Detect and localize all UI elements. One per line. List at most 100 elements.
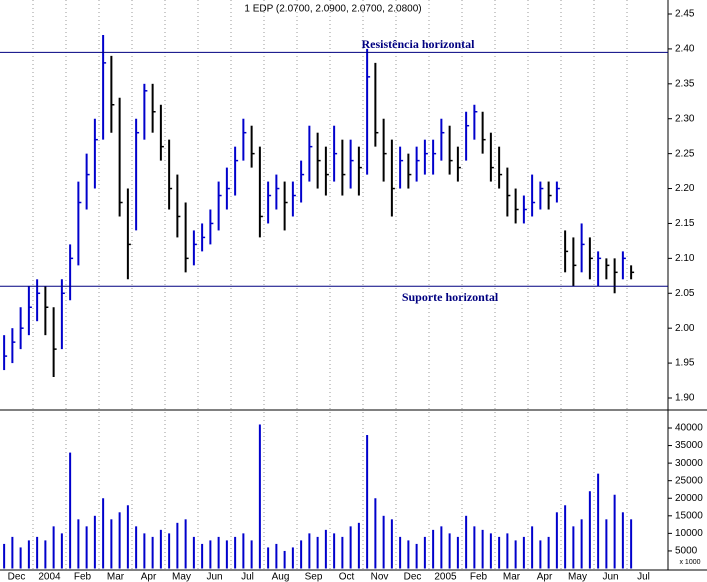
volume-bar	[27, 540, 30, 569]
volume-bar	[102, 498, 105, 569]
x-tick-label: Aug	[272, 572, 290, 582]
x-tick-label: Sep	[305, 572, 323, 582]
volume-bar	[399, 536, 402, 569]
volume-bar	[36, 536, 39, 569]
x-tick-label: Nov	[371, 572, 389, 582]
y-tick-label: 2.15	[675, 218, 695, 229]
volume-bar	[522, 536, 525, 569]
volume-bar	[225, 540, 228, 569]
volume-bar	[374, 498, 377, 569]
volume-bar	[300, 540, 303, 569]
volume-bar	[489, 533, 492, 569]
x-tick-label: Feb	[470, 572, 488, 582]
y-tick-label: 2.10	[675, 253, 695, 264]
volume-bar	[250, 540, 253, 569]
x-tick-label: 2005	[434, 572, 457, 582]
volume-bar	[316, 536, 319, 569]
y2-tick-label: 20000	[675, 493, 703, 504]
volume-bar	[390, 519, 393, 569]
volume-bar	[415, 543, 418, 569]
volume-bar	[539, 540, 542, 569]
y-tick-label: 1.90	[675, 393, 695, 404]
x-tick-label: Jun	[206, 572, 222, 582]
volume-bar	[473, 526, 476, 569]
x-tick-label: 2004	[38, 572, 61, 582]
y-tick-label: 2.45	[675, 9, 695, 20]
x-tick-label: May	[568, 572, 587, 582]
volume-bar	[481, 529, 484, 569]
volume-bar	[366, 435, 369, 569]
volume-bar	[283, 550, 286, 569]
volume-bar	[234, 536, 237, 569]
volume-bar	[258, 424, 261, 569]
x-tick-label: Dec	[404, 572, 422, 582]
y2-tick-label: 25000	[675, 475, 703, 486]
volume-bar	[357, 522, 360, 569]
volume-bar	[407, 540, 410, 569]
volume-bar	[514, 540, 517, 569]
volume-bar	[588, 491, 591, 569]
x-tick-label: Feb	[74, 572, 92, 582]
volume-bar	[52, 526, 55, 569]
volume-bar	[143, 533, 146, 569]
volume-bar	[506, 533, 509, 569]
volume-bar	[333, 533, 336, 569]
volume-bar	[597, 473, 600, 569]
volume-bar	[44, 540, 47, 569]
y-tick-label: 2.30	[675, 113, 695, 124]
y2-tick-label: 40000	[675, 423, 703, 434]
volume-bar	[217, 536, 220, 569]
volume-bar	[110, 519, 113, 569]
y-tick-label: 2.20	[675, 183, 695, 194]
x-tick-label: Jun	[602, 572, 618, 582]
y-tick-label: 2.25	[675, 148, 695, 159]
volume-bar	[275, 543, 278, 569]
volume-bar	[555, 512, 558, 569]
x-tick-label: Apr	[141, 572, 157, 582]
volume-bar	[93, 515, 96, 569]
volume-bar	[605, 519, 608, 569]
volume-bar	[159, 529, 162, 569]
y-tick-label: 2.05	[675, 288, 695, 299]
volume-bar	[184, 519, 187, 569]
volume-bar	[580, 519, 583, 569]
x-tick-label: Mar	[503, 572, 521, 582]
volume-bar	[192, 536, 195, 569]
y2-tick-label: 35000	[675, 440, 703, 451]
volume-bar	[432, 529, 435, 569]
volume-bar	[308, 533, 311, 569]
volume-bar	[267, 547, 270, 569]
volume-bar	[11, 536, 14, 569]
chart-title: 1 EDP (2.0700, 2.0900, 2.0700, 2.0800)	[244, 4, 421, 15]
volume-bar	[60, 533, 63, 569]
volume-bar	[69, 452, 72, 569]
volume-bar	[118, 512, 121, 569]
volume-bar	[423, 536, 426, 569]
volume-bar	[564, 505, 567, 569]
volume-bar	[3, 543, 6, 569]
volume-bar	[613, 494, 616, 569]
volume-bar	[85, 526, 88, 569]
x-tick-label: Oct	[339, 572, 355, 582]
volume-bar	[448, 533, 451, 569]
volume-bar	[465, 515, 468, 569]
volume-bar	[176, 522, 179, 569]
volume-bar	[456, 536, 459, 569]
volume-bar	[382, 515, 385, 569]
line-label: Suporte horizontal	[402, 290, 499, 304]
y2-tick-label: 10000	[675, 528, 703, 539]
volume-bar	[324, 529, 327, 569]
volume-bar	[19, 547, 22, 569]
volume-bar	[547, 536, 550, 569]
x-tick-label: Apr	[537, 572, 553, 582]
volume-bar	[498, 536, 501, 569]
volume-bar	[531, 526, 534, 569]
volume-bar	[341, 536, 344, 569]
volume-bar	[291, 547, 294, 569]
y-tick-label: 2.00	[675, 323, 695, 334]
volume-bar	[621, 512, 624, 569]
volume-bar	[242, 533, 245, 569]
volume-bar	[572, 526, 575, 569]
